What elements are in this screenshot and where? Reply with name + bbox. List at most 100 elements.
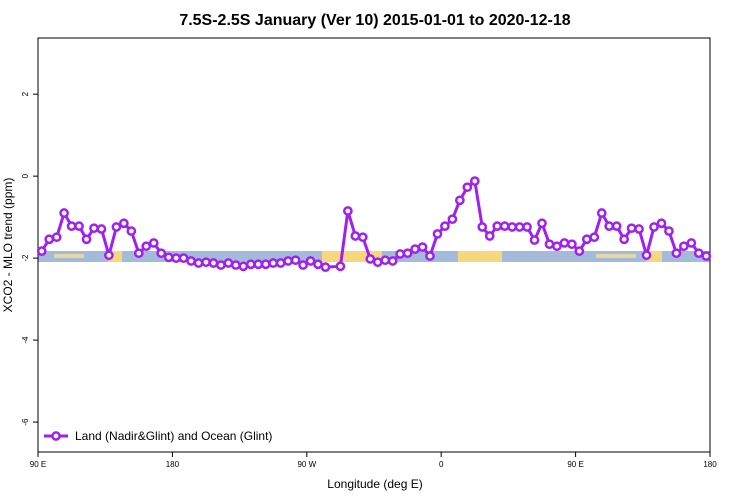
point [596,208,607,218]
point [567,239,577,250]
point [484,231,495,241]
point [462,182,473,193]
point [641,250,652,261]
point [611,221,622,231]
point [410,244,420,254]
point [544,239,555,250]
point [559,238,570,248]
point [66,221,77,231]
x-tick-label: 0 [439,460,444,469]
point [208,258,219,268]
point [395,249,405,259]
point [589,232,600,243]
point [193,258,204,268]
point [268,258,279,268]
point [133,248,144,259]
point [171,253,181,263]
point [664,226,674,236]
point [156,248,167,259]
point [81,234,92,245]
x-tick-label: 90 E [30,460,46,469]
point [432,229,443,239]
point [178,253,189,263]
y-tick-label: -4 [21,336,30,344]
x-tick-label: 90 E [567,460,583,469]
point [245,259,256,270]
point [686,238,697,248]
point [581,234,592,245]
point [522,222,532,232]
plot-frame [37,37,711,453]
point [514,222,525,232]
y-tick-label: -2 [21,254,30,262]
y-axis-label: XCO2 - MLO trend (ppm) [1,178,15,313]
point [119,218,129,229]
point [604,221,615,231]
point [417,242,428,252]
point [619,234,629,245]
point [111,222,122,232]
point [350,231,361,241]
point [343,206,353,216]
point [507,222,517,232]
point [290,255,301,266]
point [104,250,114,261]
point [253,259,264,270]
point [447,214,458,225]
point [656,218,667,229]
legend-label: Land (Nadir&Glint) and Ocean (Glint) [75,429,272,443]
point [671,248,682,259]
point [186,256,196,266]
x-tick-label: 90 W [297,460,316,469]
point [231,260,241,270]
point [163,252,174,263]
point [469,176,480,186]
point [634,224,644,234]
point [477,222,488,232]
point [36,246,47,256]
point [365,254,376,264]
point [402,248,413,259]
point [96,224,107,234]
point [89,223,99,234]
point [440,221,450,231]
point [387,256,398,266]
point [537,218,547,229]
point [679,241,689,252]
point [529,235,540,245]
point [499,221,510,231]
legend-marker [51,431,61,441]
point [148,238,159,248]
chart-title: 7.5S-2.5S January (Ver 10) 2015-01-01 to… [179,12,570,29]
point [201,257,211,268]
point [320,262,331,272]
point [275,258,286,268]
point [380,255,391,266]
point [283,256,293,266]
point [74,221,84,231]
point [492,221,503,231]
point [298,260,308,270]
point [260,259,271,270]
x-axis-label: Longitude (deg E) [327,477,422,491]
x-tick-label: 180 [703,460,717,469]
point [59,208,69,218]
y-tick-label: 0 [21,173,30,178]
point [305,256,316,266]
point [357,232,368,243]
point [238,261,249,272]
point [455,195,465,206]
point [51,232,62,243]
point [223,258,234,268]
point [425,251,435,261]
y-tick-label: -6 [21,418,30,426]
point [626,223,637,234]
point [44,234,55,245]
x-tick-label: 180 [166,460,180,469]
y-tick-label: 2 [21,91,30,96]
point [649,222,659,232]
point [693,248,704,259]
point [335,261,346,272]
point [372,257,383,268]
